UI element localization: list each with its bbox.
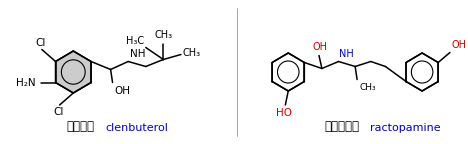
Text: OH: OH: [115, 86, 131, 95]
Text: CH₃: CH₃: [183, 49, 201, 58]
Text: clenbuterol: clenbuterol: [105, 123, 168, 133]
Polygon shape: [56, 51, 91, 93]
Text: Cl: Cl: [36, 37, 46, 48]
Text: H₂N: H₂N: [16, 77, 36, 88]
Text: NH: NH: [339, 49, 354, 59]
Text: NH: NH: [130, 49, 146, 59]
Text: CH₃: CH₃: [154, 31, 172, 40]
Text: CH₃: CH₃: [359, 83, 376, 91]
Text: OH: OH: [452, 39, 467, 50]
Text: 莱克多巴胺: 莱克多巴胺: [324, 120, 359, 133]
Text: H₃C: H₃C: [126, 36, 144, 46]
Polygon shape: [272, 53, 304, 91]
Text: OH: OH: [313, 42, 328, 53]
Text: ractopamine: ractopamine: [370, 123, 441, 133]
Text: HO: HO: [276, 108, 292, 118]
Text: 克伦特罗: 克伦特罗: [66, 120, 94, 133]
Text: Cl: Cl: [53, 107, 64, 117]
Polygon shape: [406, 53, 438, 91]
